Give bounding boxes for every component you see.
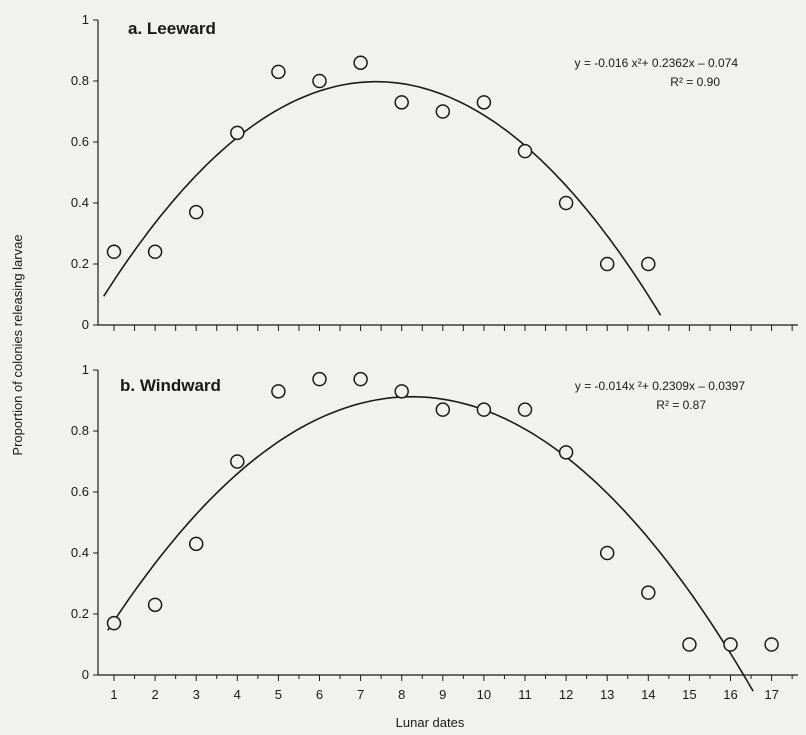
x-tick-label: 6 xyxy=(316,687,323,702)
x-tick-label: 3 xyxy=(193,687,200,702)
data-point xyxy=(517,402,533,417)
data-point xyxy=(435,104,451,119)
x-tick-label: 4 xyxy=(234,687,241,702)
x-tick-label: 9 xyxy=(439,687,446,702)
data-point xyxy=(271,384,286,399)
y-tick-label: 1 xyxy=(82,362,89,377)
y-tick-label: 0.2 xyxy=(71,606,89,621)
x-tick-label: 14 xyxy=(641,687,655,702)
data-point xyxy=(230,125,245,141)
y-tick-label: 0.4 xyxy=(71,545,89,560)
fit-curve xyxy=(107,395,754,692)
panel-windward: 00.20.40.60.811 2 3 4 5 6 7 8 9 10 11 12 13 14 15 16 17b… xyxy=(71,362,798,702)
regression-equation: y = -0.016 x²+ 0.2362x – 0.074 xyxy=(575,56,739,70)
data-point xyxy=(723,637,738,652)
data-point xyxy=(312,73,327,89)
data-point xyxy=(764,637,779,652)
y-axis-label: Proportion of colonies releasing larvae xyxy=(10,234,25,455)
x-tick-label: 11 xyxy=(518,687,532,702)
x-tick-label: 15 xyxy=(682,687,696,702)
x-tick-label: 5 xyxy=(275,687,282,702)
data-point xyxy=(147,597,163,613)
x-tick-label: 2 xyxy=(151,687,158,702)
y-tick-label: 0.2 xyxy=(71,256,89,271)
data-point xyxy=(188,536,204,552)
y-tick-label: 0.8 xyxy=(71,423,89,438)
data-point xyxy=(641,585,656,600)
panel-title: a. Leeward xyxy=(128,19,216,38)
panel-leeward: 0 0.2 0.4 0.6 0.8 1 a. Leeward y = -0.016 x²+ 0… xyxy=(71,12,798,332)
y-tick-label: 0.4 xyxy=(71,195,89,210)
data-point xyxy=(106,244,122,260)
data-point xyxy=(353,55,368,70)
data-point xyxy=(517,143,533,159)
data-point xyxy=(599,545,615,561)
y-tick-label: 0.6 xyxy=(71,134,89,149)
r-squared-label: R² = 0.90 xyxy=(670,75,720,89)
fit-curve xyxy=(103,80,662,316)
regression-equation: y = -0.014x ²+ 0.2309x – 0.0397 xyxy=(575,379,745,393)
data-point xyxy=(558,445,574,460)
x-tick-label: 1 xyxy=(110,687,117,702)
data-point xyxy=(558,195,574,211)
data-point xyxy=(641,256,656,272)
panel-title: b. Windward xyxy=(120,376,221,395)
data-point xyxy=(435,402,451,417)
x-tick-label: 12 xyxy=(559,687,573,702)
x-tick-label: 7 xyxy=(357,687,364,702)
y-tick-label: 0.8 xyxy=(71,73,89,88)
x-axis-label: Lunar dates xyxy=(396,715,465,730)
y-tick-label: 0.6 xyxy=(71,484,89,499)
data-point xyxy=(147,244,163,260)
data-point xyxy=(476,402,492,417)
y-tick-label: 0 xyxy=(82,317,89,332)
x-tick-label: 17 xyxy=(764,687,778,702)
y-tick-label: 0 xyxy=(82,667,89,682)
data-point xyxy=(394,384,409,399)
data-point xyxy=(188,204,204,220)
data-point xyxy=(106,615,122,631)
data-point xyxy=(230,454,245,469)
data-point xyxy=(476,95,492,110)
x-tick-label: 16 xyxy=(723,687,737,702)
x-tick-label: 8 xyxy=(398,687,405,702)
data-point xyxy=(394,95,409,110)
y-tick-label: 1 xyxy=(82,12,89,27)
data-point xyxy=(682,637,697,652)
r-squared-label: R² = 0.87 xyxy=(656,398,706,412)
x-tick-label: 13 xyxy=(600,687,614,702)
x-tick-label: 10 xyxy=(477,687,491,702)
data-point xyxy=(312,371,327,387)
data-point xyxy=(271,64,286,80)
data-point xyxy=(353,371,368,387)
data-point xyxy=(599,256,615,272)
